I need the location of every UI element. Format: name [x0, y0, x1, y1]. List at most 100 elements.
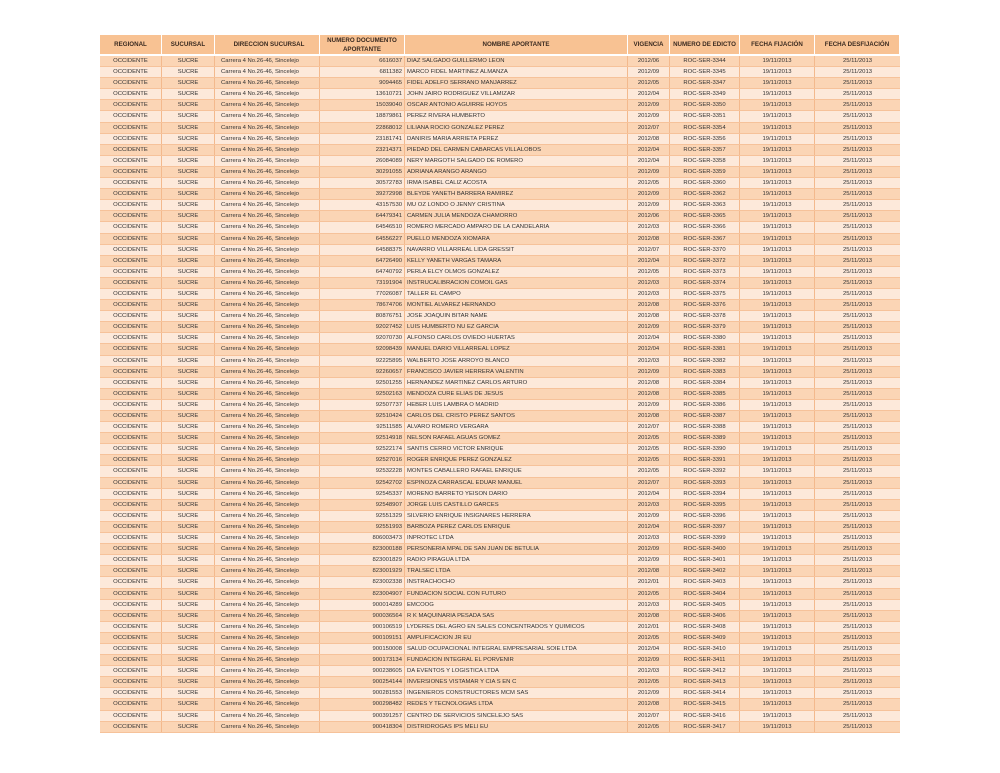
cell-vigencia: 2012/08 — [628, 133, 670, 144]
cell-direccion: Carrera 4 No.26-46, Sincelejo — [215, 388, 320, 399]
cell-sucursal: SUCRE — [162, 189, 215, 200]
table-row: OCCIDENTE SUCRE Carrera 4 No.26-46, Sincel… — [100, 632, 900, 644]
cell-regional: OCCIDENTE — [100, 67, 162, 78]
cell-regional: OCCIDENTE — [100, 710, 162, 721]
cell-fecha-desfijacion: 25/11/2013 — [842, 246, 873, 253]
cell-nombre: FRANCISCO JAVIER HERRERA VALENTIN — [405, 366, 628, 377]
cell-edicto: ROC-SER-3351 — [670, 111, 740, 122]
cell-edicto: ROC-SER-3382 — [670, 355, 740, 366]
cell-nombre: HERNANDEZ MARTINEZ CARLOS ARTURO — [405, 377, 628, 388]
cell-regional: OCCIDENTE — [100, 510, 162, 521]
cell-sucursal: SUCRE — [162, 533, 215, 544]
cell-edicto: ROC-SER-3411 — [670, 655, 740, 666]
cell-direccion: Carrera 4 No.26-46, Sincelejo — [215, 300, 320, 311]
table-row: OCCIDENTE SUCRE Carrera 4 No.26-46, Sincel… — [100, 300, 900, 312]
cell-documento: 900109151 — [320, 632, 405, 643]
cell-fecha-desfijacion: 25/11/2013 — [842, 701, 873, 708]
cell-regional: OCCIDENTE — [100, 544, 162, 555]
cell-direccion: Carrera 4 No.26-46, Sincelejo — [215, 377, 320, 388]
cell-fecha-fijacion: 19/11/2013 — [740, 466, 815, 477]
cell-vigencia: 2012/06 — [628, 211, 670, 222]
cell-documento: 77026087 — [320, 288, 405, 300]
cell-documento: 900106519 — [320, 621, 405, 632]
cell-nombre: BARBOZA PEREZ CARLOS ENRIQUE — [405, 521, 628, 533]
cell-fecha-desfijacion: 25/11/2013 — [842, 501, 873, 508]
cell-fecha-desfijacion: 25/11/2013 — [842, 435, 873, 442]
cell-fecha-desfijacion: 25/11/2013 — [842, 457, 873, 464]
table-row: OCCIDENTE SUCRE Carrera 4 No.26-46, Sincel… — [100, 266, 900, 278]
cell-documento: 78674706 — [320, 300, 405, 311]
cell-regional: OCCIDENTE — [100, 311, 162, 322]
cell-regional: OCCIDENTE — [100, 344, 162, 355]
cell-sucursal: SUCRE — [162, 222, 215, 233]
cell-fecha-desfijacion: 25/11/2013 — [842, 612, 873, 619]
cell-documento: 92510424 — [320, 411, 405, 422]
cell-fecha-fijacion: 19/11/2013 — [740, 377, 815, 388]
cell-vigencia: 2012/03 — [628, 277, 670, 288]
cell-edicto: ROC-SER-3400 — [670, 544, 740, 555]
cell-nombre: ROGER ENRIQUE PEREZ GONZALEZ — [405, 455, 628, 466]
cell-sucursal: SUCRE — [162, 266, 215, 277]
cell-edicto: ROC-SER-3406 — [670, 610, 740, 621]
cell-edicto: ROC-SER-3394 — [670, 488, 740, 499]
cell-fecha-desfijacion: 25/11/2013 — [842, 224, 873, 231]
cell-documento: 92098439 — [320, 344, 405, 355]
cell-direccion: Carrera 4 No.26-46, Sincelejo — [215, 699, 320, 710]
cell-direccion: Carrera 4 No.26-46, Sincelejo — [215, 244, 320, 255]
cell-regional: OCCIDENTE — [100, 100, 162, 111]
cell-fecha-fijacion: 19/11/2013 — [740, 200, 815, 211]
cell-documento: 64726490 — [320, 255, 405, 266]
cell-edicto: ROC-SER-3401 — [670, 555, 740, 566]
cell-sucursal: SUCRE — [162, 200, 215, 211]
cell-nombre: CENTRO DE SERVICIOS SINCELEJO SAS — [405, 710, 628, 721]
header-nombre: NOMBRE APORTANTE — [405, 35, 628, 54]
cell-vigencia: 2012/05 — [628, 455, 670, 466]
cell-fecha-fijacion: 19/11/2013 — [740, 189, 815, 200]
cell-nombre: MORENO BARRETO YEISON DARIO — [405, 488, 628, 499]
cell-edicto: ROC-SER-3350 — [670, 100, 740, 111]
cell-direccion: Carrera 4 No.26-46, Sincelejo — [215, 89, 320, 100]
cell-fecha-fijacion: 19/11/2013 — [740, 488, 815, 499]
table-row: OCCIDENTE SUCRE Carrera 4 No.26-46, Sincel… — [100, 466, 900, 478]
table-row: OCCIDENTE SUCRE Carrera 4 No.26-46, Sincel… — [100, 544, 900, 556]
cell-sucursal: SUCRE — [162, 599, 215, 610]
cell-fecha-desfijacion: 25/11/2013 — [842, 523, 873, 530]
cell-vigencia: 2012/04 — [628, 488, 670, 499]
cell-nombre: MU OZ LONDO O JENNY CRISTINA — [405, 200, 628, 211]
cell-nombre: SALUD OCUPACIONAL INTEGRAL EMPRESARIAL S… — [405, 643, 628, 655]
cell-edicto: ROC-SER-3374 — [670, 277, 740, 288]
cell-vigencia: 2012/05 — [628, 721, 670, 732]
cell-regional: OCCIDENTE — [100, 355, 162, 366]
cell-fecha-fijacion: 19/11/2013 — [740, 477, 815, 488]
cell-direccion: Carrera 4 No.26-46, Sincelejo — [215, 411, 320, 422]
cell-nombre: KELLY YANETH VARGAS TAMARA — [405, 255, 628, 266]
cell-vigencia: 2012/08 — [628, 411, 670, 422]
cell-regional: OCCIDENTE — [100, 466, 162, 477]
cell-fecha-fijacion: 19/11/2013 — [740, 677, 815, 688]
cell-nombre: DA EVENTOS Y LOGISTICA LTDA — [405, 666, 628, 677]
cell-vigencia: 2012/04 — [628, 155, 670, 166]
cell-fecha-fijacion: 19/11/2013 — [740, 355, 815, 366]
cell-nombre: SANTIS CERRO VICTOR ENRIQUE — [405, 444, 628, 455]
cell-regional: OCCIDENTE — [100, 521, 162, 533]
cell-regional: OCCIDENTE — [100, 588, 162, 599]
cell-fecha-fijacion: 19/11/2013 — [740, 133, 815, 144]
table-row: OCCIDENTE SUCRE Carrera 4 No.26-46, Sincel… — [100, 56, 900, 68]
table-row: OCCIDENTE SUCRE Carrera 4 No.26-46, Sincel… — [100, 666, 900, 678]
table-row: OCCIDENTE SUCRE Carrera 4 No.26-46, Sincel… — [100, 244, 900, 256]
cell-vigencia: 2012/06 — [628, 56, 670, 67]
cell-nombre: ALFONSO CARLOS OVIEDO HUERTAS — [405, 333, 628, 344]
cell-documento: 26084089 — [320, 155, 405, 166]
cell-documento: 900254144 — [320, 677, 405, 688]
cell-vigencia: 2012/05 — [628, 588, 670, 599]
cell-nombre: LILIANA ROCIO GONZALEZ PEREZ — [405, 122, 628, 133]
cell-regional: OCCIDENTE — [100, 333, 162, 344]
cell-direccion: Carrera 4 No.26-46, Sincelejo — [215, 610, 320, 621]
cell-regional: OCCIDENTE — [100, 455, 162, 466]
cell-sucursal: SUCRE — [162, 244, 215, 255]
cell-direccion: Carrera 4 No.26-46, Sincelejo — [215, 233, 320, 244]
cell-fecha-fijacion: 19/11/2013 — [740, 322, 815, 333]
cell-nombre: OSCAR ANTONIO AGUIRRE HOYOS — [405, 100, 628, 111]
cell-edicto: ROC-SER-3417 — [670, 721, 740, 732]
cell-documento: 92225895 — [320, 355, 405, 366]
